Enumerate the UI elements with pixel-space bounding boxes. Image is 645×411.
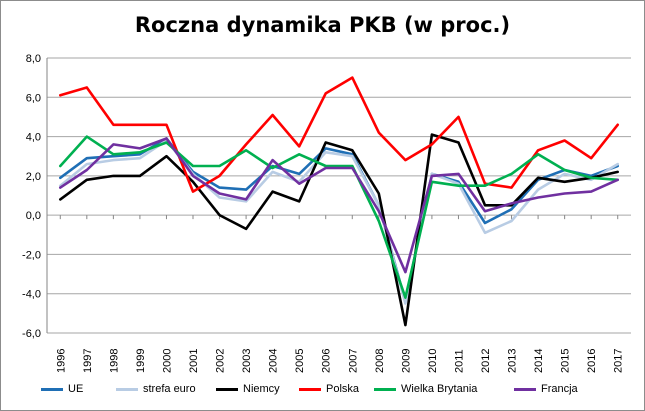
x-tick-label: 2009	[400, 349, 412, 373]
legend-label: Niemcy	[243, 383, 280, 395]
y-tick-label: -2,0	[22, 249, 41, 261]
y-tick-label: 4,0	[26, 132, 41, 144]
legend-label: Polska	[326, 383, 360, 395]
legend-item: UE	[41, 383, 83, 395]
x-tick-label: 2002	[215, 349, 227, 373]
x-tick-label: 2001	[188, 349, 200, 373]
x-tick-label: 2016	[586, 349, 598, 373]
x-tick-label: 2012	[480, 349, 492, 373]
series-line-1	[58, 139, 620, 305]
y-tick-label: -4,0	[22, 289, 41, 301]
series-line-5	[58, 137, 620, 274]
y-tick-label: 8,0	[26, 53, 41, 65]
series-line-3	[58, 76, 620, 193]
series-line-0	[58, 137, 620, 303]
x-tick-label: 1996	[55, 349, 67, 373]
x-tick-label: 2005	[294, 349, 306, 373]
y-tick-label: 2,0	[26, 171, 41, 183]
legend-item: strefa euro	[116, 383, 196, 395]
x-tick-label: 2017	[613, 349, 625, 373]
x-tick-label: 2006	[321, 349, 333, 373]
x-tick-label: 2011	[453, 349, 465, 373]
chart-title: Roczna dynamika PKB (w proc.)	[134, 13, 511, 37]
series-line-2	[58, 133, 620, 327]
legend-swatch	[299, 387, 321, 391]
legend-swatch	[116, 387, 138, 391]
y-tick-label: 6,0	[26, 92, 41, 104]
x-tick-label: 2010	[427, 349, 439, 373]
legend-item: Wielka Brytania	[374, 383, 477, 395]
x-tick-label: 2000	[161, 349, 173, 373]
x-tick-label: 2013	[507, 349, 519, 373]
y-tick-label: -6,0	[22, 328, 41, 340]
x-tick-label: 2004	[268, 349, 280, 373]
legend-label: UE	[68, 383, 84, 395]
x-tick-label: 2014	[533, 349, 545, 373]
series-line-4	[58, 135, 620, 299]
legend-label: Francja	[541, 383, 578, 395]
legend-item: Niemcy	[216, 383, 280, 395]
x-tick-label: 2008	[374, 349, 386, 373]
y-tick-label: 0,0	[26, 210, 41, 222]
x-tick-label: 1997	[82, 349, 94, 373]
legend-label: strefa euro	[143, 383, 196, 395]
x-tick-label: 1998	[108, 349, 120, 373]
legend-swatch	[374, 387, 396, 391]
legend-swatch	[216, 387, 238, 391]
legend: UE strefa euro Niemcy Polska Wielka Brytania…	[41, 383, 641, 401]
x-tick-label: 2015	[560, 349, 572, 373]
legend-swatch	[514, 387, 536, 391]
x-tick-label: 2007	[347, 349, 359, 373]
legend-item: Francja	[514, 383, 578, 395]
x-tick-label: 1999	[135, 349, 147, 373]
legend-swatch	[41, 387, 63, 391]
legend-label: Wielka Brytania	[401, 383, 478, 395]
x-tick-label: 2003	[241, 349, 253, 373]
legend-item: Polska	[299, 383, 359, 395]
